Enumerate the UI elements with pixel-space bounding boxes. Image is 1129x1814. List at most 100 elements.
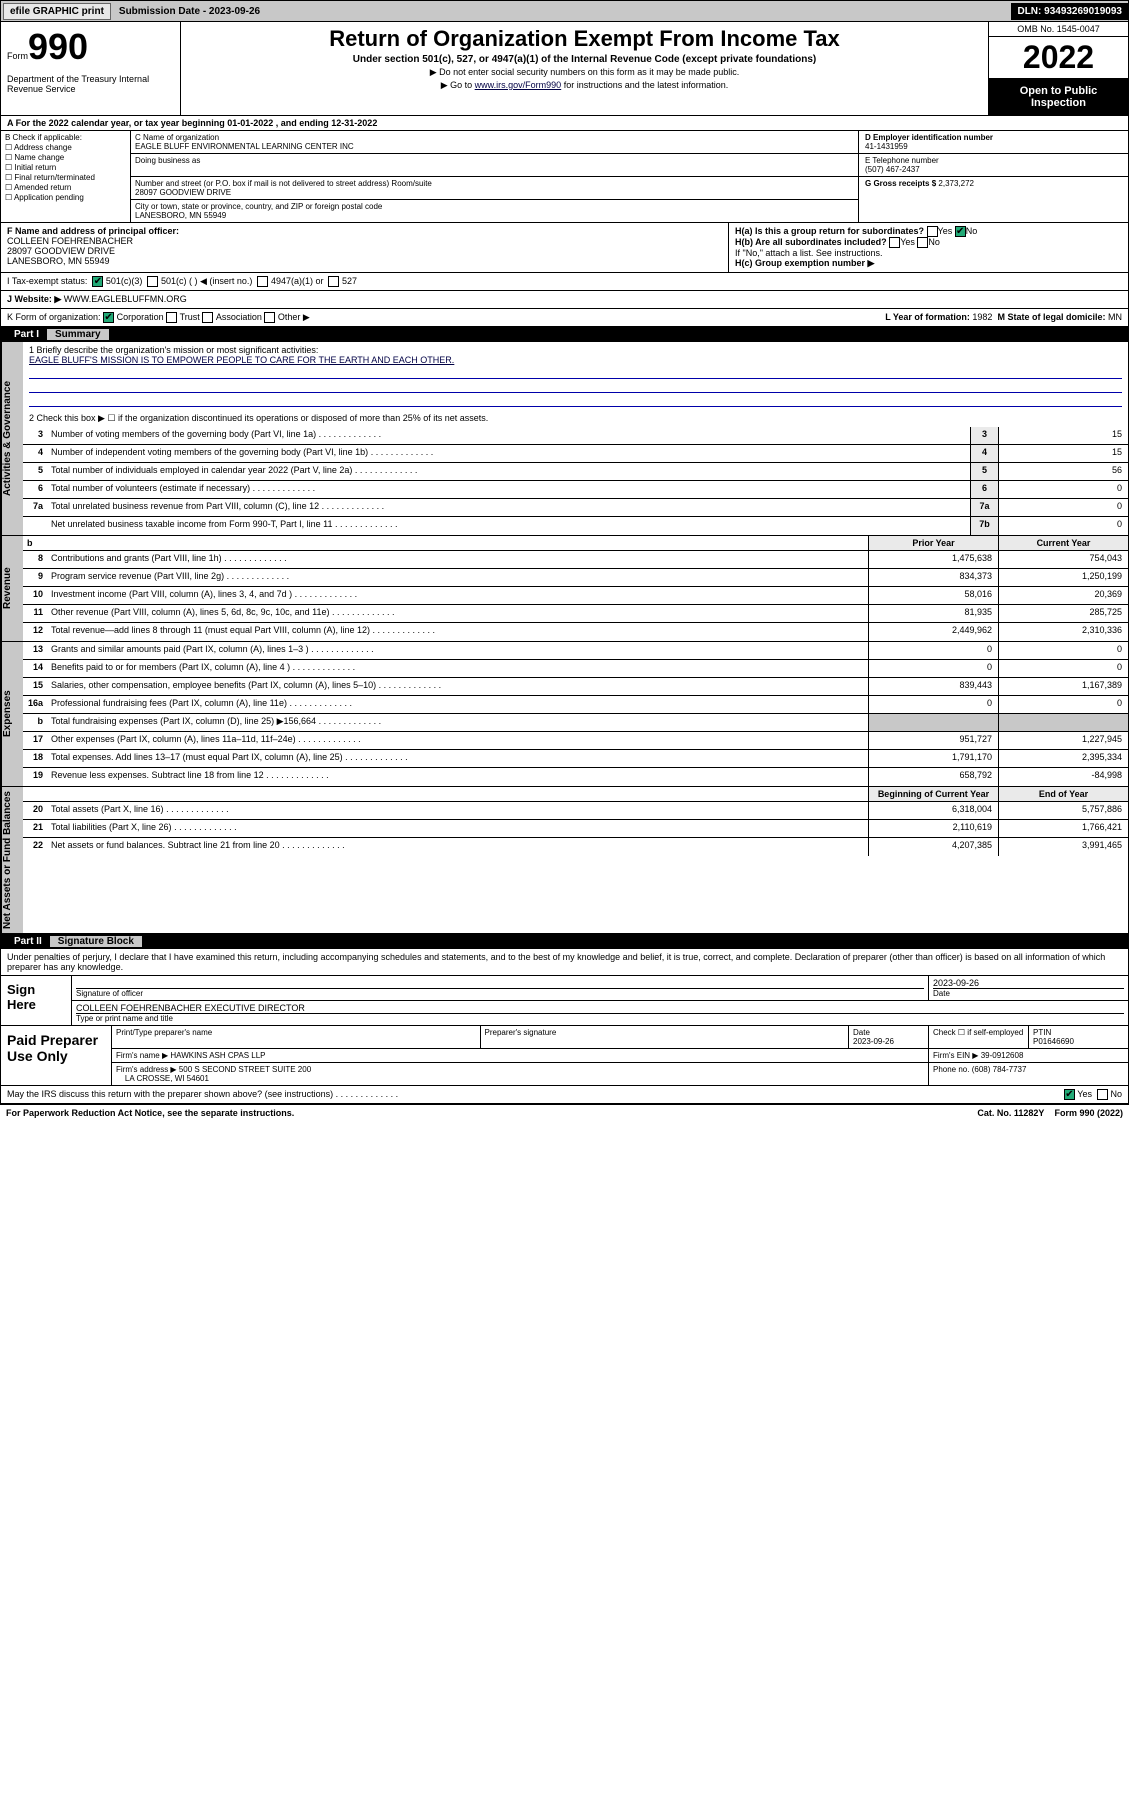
subtitle-3: ▶ Go to www.irs.gov/Form990 for instruct… xyxy=(191,80,978,91)
prep-name-hdr: Print/Type preparer's name xyxy=(111,1026,480,1048)
line-7a: 7aTotal unrelated business revenue from … xyxy=(23,499,1128,517)
k-assoc[interactable] xyxy=(202,312,213,323)
k-lbl: K Form of organization: xyxy=(7,312,101,323)
line-12: 12Total revenue—add lines 8 through 11 (… xyxy=(23,623,1128,641)
mission-lbl: 1 Briefly describe the organization's mi… xyxy=(29,345,1122,355)
sig-declaration: Under penalties of perjury, I declare th… xyxy=(1,949,1128,975)
subtitle-2: ▶ Do not enter social security numbers o… xyxy=(191,67,978,78)
f-name: COLLEEN FOEHRENBACHER xyxy=(7,236,133,246)
footer-form: Form 990 (2022) xyxy=(1054,1108,1123,1118)
hb-no[interactable] xyxy=(917,237,928,248)
addr: 28097 GOODVIEW DRIVE xyxy=(135,188,854,197)
j-val: WWW.EAGLEBLUFFMN.ORG xyxy=(64,294,187,305)
k-corp[interactable]: ✔ xyxy=(103,312,114,323)
l-year: 1982 xyxy=(972,312,992,322)
col-b-title: B Check if applicable: xyxy=(5,133,126,142)
i-501c3[interactable]: ✔ xyxy=(92,276,103,287)
line-3: 3Number of voting members of the governi… xyxy=(23,427,1128,445)
line-5: 5Total number of individuals employed in… xyxy=(23,463,1128,481)
line-: Net unrelated business taxable income fr… xyxy=(23,517,1128,535)
f-addr2: LANESBORO, MN 55949 xyxy=(7,256,110,266)
ha-no[interactable]: ✔ xyxy=(955,226,966,237)
chk-name[interactable]: ☐ Name change xyxy=(5,153,126,162)
line-19: 19Revenue less expenses. Subtract line 1… xyxy=(23,768,1128,786)
omb-block: OMB No. 1545-0047 2022 Open to Public In… xyxy=(988,22,1128,115)
line-4: 4Number of independent voting members of… xyxy=(23,445,1128,463)
line-17: 17Other expenses (Part IX, column (A), l… xyxy=(23,732,1128,750)
chk-pending[interactable]: ☐ Application pending xyxy=(5,193,126,202)
title-block: Return of Organization Exempt From Incom… xyxy=(181,22,988,115)
prep-sig-hdr: Preparer's signature xyxy=(480,1026,849,1048)
chk-amended[interactable]: ☐ Amended return xyxy=(5,183,126,192)
ptin: P01646690 xyxy=(1033,1037,1074,1046)
line2: 2 Check this box ▶ ☐ if the organization… xyxy=(29,413,1122,424)
irs-link[interactable]: www.irs.gov/Form990 xyxy=(475,80,562,90)
mission-blank3 xyxy=(29,395,1122,407)
part1-title: Summary xyxy=(47,329,109,340)
line-8: 8Contributions and grants (Part VIII, li… xyxy=(23,551,1128,569)
rev-header: b Prior Year Current Year xyxy=(23,536,1128,551)
sig-officer-lbl: Signature of officer xyxy=(76,988,924,998)
na-header: Beginning of Current Year End of Year xyxy=(23,787,1128,802)
self-emp[interactable]: Check ☐ if self-employed xyxy=(928,1026,1028,1048)
city: LANESBORO, MN 55949 xyxy=(135,211,854,220)
firm-name: HAWKINS ASH CPAS LLP xyxy=(170,1051,265,1060)
dept-label: Department of the Treasury Internal Reve… xyxy=(7,74,174,94)
chk-final[interactable]: ☐ Final return/terminated xyxy=(5,173,126,182)
i-527[interactable] xyxy=(328,276,339,287)
mission-text: EAGLE BLUFF'S MISSION IS TO EMPOWER PEOP… xyxy=(29,355,1122,365)
tel: (507) 467-2437 xyxy=(865,165,920,174)
expenses-block: Expenses 13Grants and similar amounts pa… xyxy=(0,642,1129,787)
beg-year-hdr: Beginning of Current Year xyxy=(868,787,998,801)
discuss-yes[interactable]: ✔ xyxy=(1064,1089,1075,1100)
prior-year-hdr: Prior Year xyxy=(868,536,998,550)
firm-addr2: LA CROSSE, WI 54601 xyxy=(125,1074,209,1083)
form-header: Form990 Department of the Treasury Inter… xyxy=(0,22,1129,116)
section-ijk: I Tax-exempt status: ✔ 501(c)(3) 501(c) … xyxy=(0,273,1129,327)
sign-here-lbl: Sign Here xyxy=(1,976,71,1025)
governance-block: Activities & Governance 1 Briefly descri… xyxy=(0,342,1129,536)
omb-number: OMB No. 1545-0047 xyxy=(989,22,1128,37)
mission-blank1 xyxy=(29,367,1122,379)
part1-num: Part I xyxy=(6,329,47,340)
part2-num: Part II xyxy=(6,936,50,947)
efile-button[interactable]: efile GRAPHIC print xyxy=(3,3,111,20)
f-addr1: 28097 GOODVIEW DRIVE xyxy=(7,246,115,256)
i-lbl: I Tax-exempt status: xyxy=(7,276,87,287)
k-trust[interactable] xyxy=(166,312,177,323)
col-b-checkboxes: B Check if applicable: ☐ Address change … xyxy=(1,131,131,222)
hb-yes[interactable] xyxy=(889,237,900,248)
line-14: 14Benefits paid to or for members (Part … xyxy=(23,660,1128,678)
k-other[interactable] xyxy=(264,312,275,323)
sig-name: COLLEEN FOEHRENBACHER EXECUTIVE DIRECTOR xyxy=(76,1003,305,1013)
col-d-info: D Employer identification number41-14319… xyxy=(858,131,1128,222)
end-year-hdr: End of Year xyxy=(998,787,1128,801)
open-inspection: Open to Public Inspection xyxy=(989,79,1128,115)
line-22: 22Net assets or fund balances. Subtract … xyxy=(23,838,1128,856)
chk-initial[interactable]: ☐ Initial return xyxy=(5,163,126,172)
i-4947[interactable] xyxy=(257,276,268,287)
dba-lbl: Doing business as xyxy=(135,156,854,165)
netassets-block: Net Assets or Fund Balances Beginning of… xyxy=(0,787,1129,934)
form-number: 990 xyxy=(28,26,88,67)
subtitle-1: Under section 501(c), 527, or 4947(a)(1)… xyxy=(191,54,978,65)
gross-lbl: G Gross receipts $ xyxy=(865,179,936,188)
i-501c[interactable] xyxy=(147,276,158,287)
line-11: 11Other revenue (Part VIII, column (A), … xyxy=(23,605,1128,623)
exp-label: Expenses xyxy=(1,642,23,786)
paid-preparer-lbl: Paid Preparer Use Only xyxy=(1,1026,111,1085)
discuss-no[interactable] xyxy=(1097,1089,1108,1100)
ha-yes[interactable] xyxy=(927,226,938,237)
page-footer: For Paperwork Reduction Act Notice, see … xyxy=(0,1104,1129,1121)
curr-year-hdr: Current Year xyxy=(998,536,1128,550)
part1-header: Part I Summary xyxy=(0,327,1129,342)
form-word: Form xyxy=(7,51,28,61)
line-20: 20Total assets (Part X, line 16)6,318,00… xyxy=(23,802,1128,820)
chk-address[interactable]: ☐ Address change xyxy=(5,143,126,152)
line-21: 21Total liabilities (Part X, line 26)2,1… xyxy=(23,820,1128,838)
form-title: Return of Organization Exempt From Incom… xyxy=(191,26,978,52)
org-name-lbl: C Name of organization xyxy=(135,133,854,142)
addr-lbl: Number and street (or P.O. box if mail i… xyxy=(135,179,854,188)
footer-cat: Cat. No. 11282Y xyxy=(977,1108,1044,1118)
line-10: 10Investment income (Part VIII, column (… xyxy=(23,587,1128,605)
